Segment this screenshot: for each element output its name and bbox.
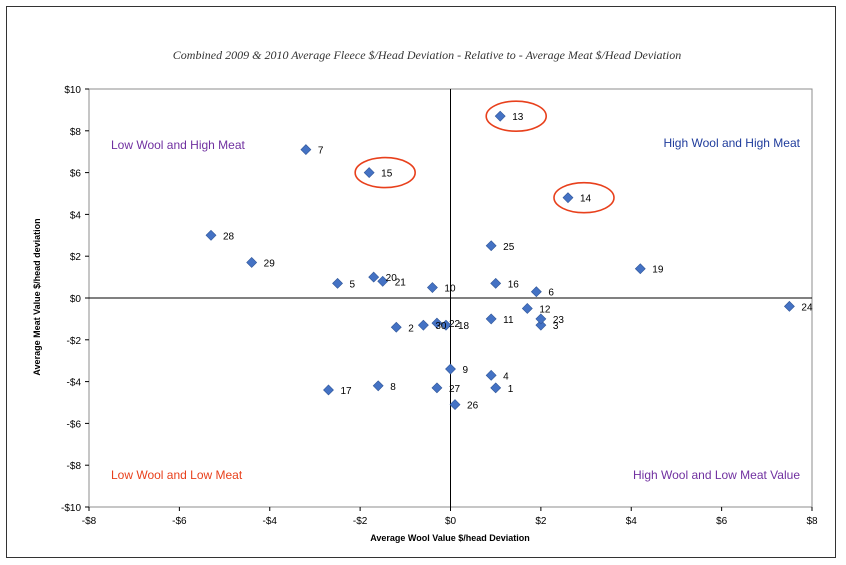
- quadrant-label-top-left: Low Wool and High Meat: [111, 138, 246, 152]
- data-point: [390, 321, 402, 333]
- x-tick-label: -$4: [263, 516, 278, 527]
- x-tick-label: -$6: [172, 516, 187, 527]
- highlight-circles: [354, 100, 615, 214]
- point-label: 12: [539, 304, 551, 315]
- point-label: 1: [508, 384, 514, 395]
- point-label: 3: [553, 321, 559, 332]
- x-tick-label: -$8: [82, 516, 97, 527]
- y-tick-label: -$4: [67, 378, 82, 389]
- data-points: [205, 110, 795, 411]
- point-label: 2: [408, 323, 414, 334]
- y-tick-label: $6: [70, 169, 82, 180]
- data-point: [485, 240, 497, 252]
- quadrant-labels: Low Wool and High Meat High Wool and High…: [111, 136, 801, 482]
- y-tick-label: $4: [70, 210, 82, 221]
- point-label: 9: [463, 365, 469, 376]
- data-point: [377, 275, 389, 287]
- data-point: [431, 317, 443, 329]
- y-tick-label: $2: [70, 252, 82, 263]
- point-label: 26: [467, 401, 479, 412]
- point-label: 29: [264, 258, 276, 269]
- point-label: 7: [318, 146, 324, 157]
- data-point: [783, 300, 795, 312]
- data-point: [490, 277, 502, 289]
- point-label: 20: [386, 273, 398, 284]
- chart-frame: Combined 2009 & 2010 Average Fleece $/He…: [6, 6, 836, 558]
- point-label: 15: [381, 169, 393, 180]
- data-point: [205, 229, 217, 241]
- y-tick-label: -$8: [67, 461, 82, 472]
- data-point: [530, 286, 542, 298]
- quadrant-label-bottom-left: Low Wool and Low Meat: [111, 468, 243, 482]
- point-label: 19: [652, 265, 664, 276]
- axes: -$8 -$6 -$4 -$2 $0 $2 $4 $6 $8 $10 $8 $6 $4 $2 $0 -$2 -$…: [61, 85, 818, 527]
- x-tick-label: $6: [716, 516, 728, 527]
- point-label: 25: [503, 242, 515, 253]
- data-point: [323, 384, 334, 396]
- point-label: 30: [435, 321, 447, 332]
- highlight-circle: [354, 156, 416, 189]
- point-label: 17: [340, 386, 352, 397]
- y-tick-label: -$6: [67, 419, 82, 430]
- y-tick-label: $10: [64, 85, 81, 96]
- scatter-chart: Combined 2009 & 2010 Average Fleece $/He…: [32, 48, 818, 543]
- y-axis-title: Average Meat Value $/head deviation: [32, 218, 42, 375]
- data-point: [562, 192, 574, 204]
- data-point: [485, 369, 497, 381]
- data-point: [494, 110, 506, 122]
- point-label: 11: [503, 315, 514, 326]
- point-label: 8: [390, 382, 396, 393]
- x-tick-label: -$2: [353, 516, 368, 527]
- data-point: [417, 319, 429, 331]
- point-label: 18: [458, 321, 470, 332]
- point-label: 14: [580, 194, 592, 205]
- data-point: [490, 382, 502, 394]
- data-point: [440, 319, 452, 331]
- data-point: [431, 382, 443, 394]
- point-label: 23: [553, 315, 565, 326]
- data-point: [521, 303, 533, 314]
- highlight-circle: [485, 100, 548, 132]
- data-point: [535, 319, 547, 331]
- point-label: 5: [350, 279, 356, 290]
- x-tick-label: $2: [535, 516, 547, 527]
- quadrant-label-bottom-right: High Wool and Low Meat Value: [633, 468, 800, 482]
- point-label: 27: [449, 384, 461, 395]
- chart-title: Combined 2009 & 2010 Average Fleece $/He…: [173, 48, 681, 62]
- x-tick-label: $4: [626, 516, 638, 527]
- quadrant-label-top-right: High Wool and High Meat: [663, 136, 800, 150]
- point-label: 24: [801, 302, 813, 313]
- point-label: 13: [512, 112, 524, 123]
- data-point: [332, 277, 343, 289]
- x-axis-title: Average Wool Value $/head Deviation: [370, 533, 530, 543]
- y-tick-label: -$2: [67, 336, 82, 347]
- point-label: 10: [444, 284, 456, 295]
- data-point: [246, 257, 258, 268]
- data-point: [368, 271, 380, 283]
- data-point: [485, 313, 497, 325]
- data-point: [300, 144, 312, 156]
- point-label: 4: [503, 371, 509, 382]
- x-tick-label: $0: [445, 516, 457, 527]
- point-label: 21: [395, 277, 407, 288]
- highlight-circle: [553, 181, 615, 214]
- data-point: [535, 313, 547, 325]
- point-label: 22: [449, 319, 461, 330]
- y-tick-label: $0: [70, 294, 82, 305]
- data-point: [363, 167, 375, 179]
- x-tick-label: $8: [806, 516, 818, 527]
- y-tick-label: -$10: [61, 503, 81, 514]
- point-label: 16: [508, 279, 520, 290]
- data-point: [372, 380, 384, 392]
- data-point: [427, 282, 438, 293]
- data-point: [634, 263, 646, 275]
- data-point: [449, 399, 461, 411]
- point-label: 6: [548, 288, 554, 299]
- point-label: 28: [223, 231, 235, 242]
- y-tick-label: $8: [70, 127, 82, 138]
- data-point: [445, 363, 456, 375]
